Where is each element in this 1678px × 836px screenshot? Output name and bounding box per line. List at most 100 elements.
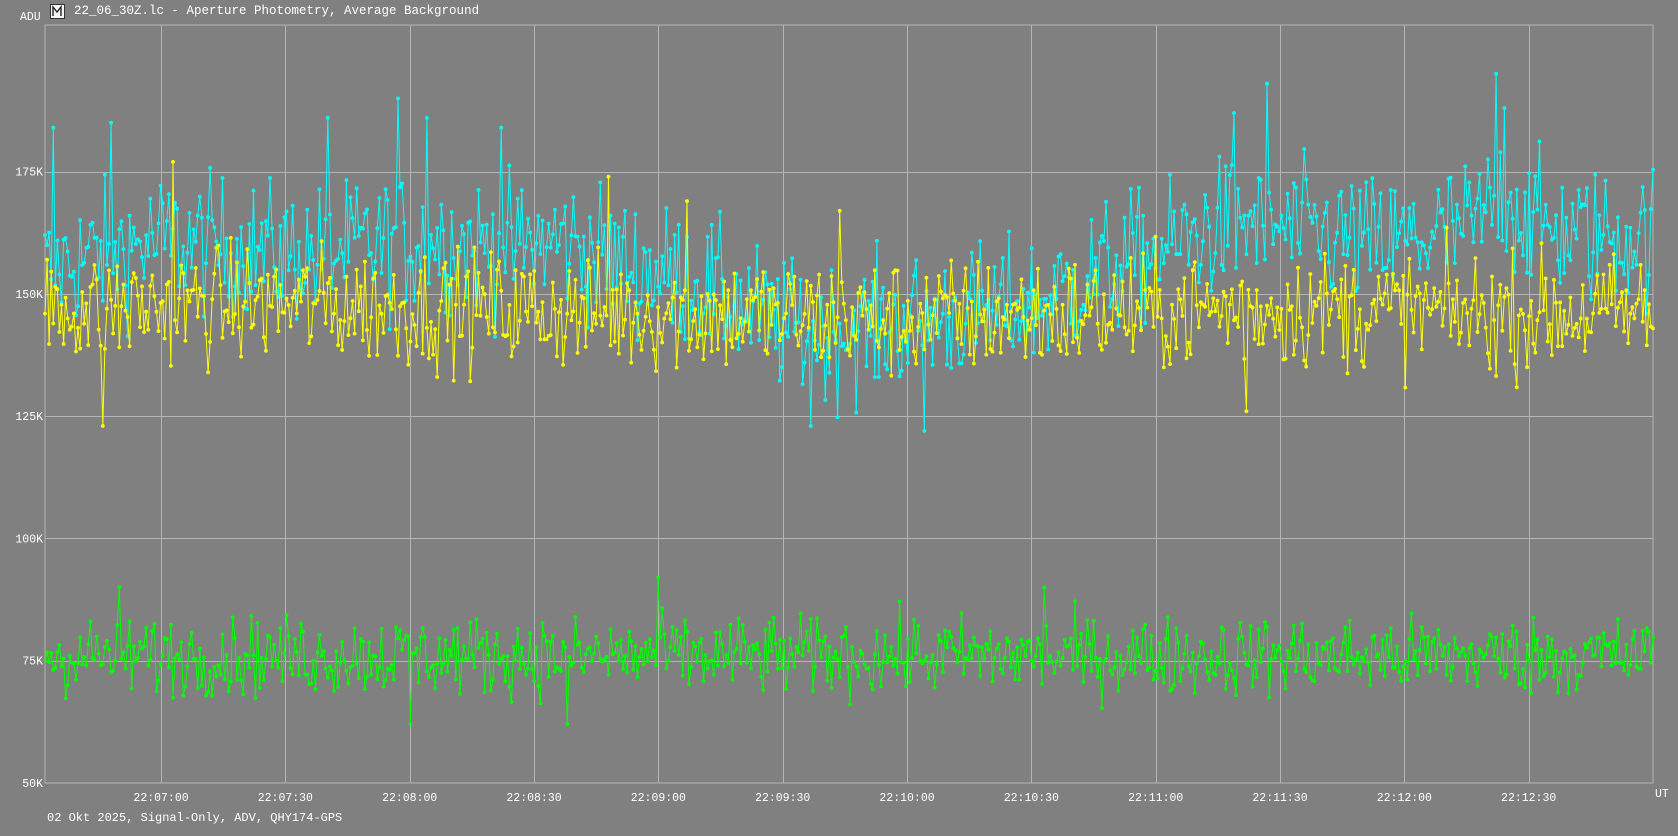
data-point <box>912 618 916 622</box>
data-point <box>433 686 437 690</box>
data-point <box>1161 365 1166 370</box>
data-point <box>1258 304 1263 309</box>
data-point <box>431 246 435 251</box>
data-point <box>1102 239 1106 243</box>
data-point <box>55 287 60 291</box>
series-line <box>44 161 1654 427</box>
data-point <box>1000 671 1005 676</box>
data-point <box>146 254 151 258</box>
data-point <box>586 325 590 330</box>
data-point <box>534 241 539 246</box>
data-point <box>610 288 615 292</box>
data-point <box>1056 343 1061 348</box>
data-point <box>1234 693 1238 697</box>
data-point <box>1180 314 1185 318</box>
data-point <box>1593 172 1598 177</box>
data-point <box>1027 305 1032 310</box>
data-point <box>1622 668 1626 673</box>
data-point <box>1170 302 1174 307</box>
data-point <box>1120 279 1125 284</box>
data-point <box>369 251 373 255</box>
data-point <box>1401 273 1406 278</box>
data-point <box>1304 670 1309 675</box>
data-point <box>435 375 440 379</box>
data-point <box>1128 256 1133 260</box>
data-point <box>1376 652 1381 657</box>
data-point <box>1240 225 1245 230</box>
data-point <box>522 265 526 270</box>
data-point <box>955 660 960 665</box>
data-point <box>210 297 215 302</box>
data-point <box>1062 637 1067 642</box>
data-point <box>410 312 415 316</box>
data-point <box>1209 288 1214 293</box>
data-point <box>777 637 782 642</box>
data-point <box>200 683 204 688</box>
data-point <box>784 686 788 691</box>
data-point <box>1479 650 1484 655</box>
data-point <box>121 247 126 252</box>
data-point <box>1587 274 1591 279</box>
data-point <box>449 210 454 215</box>
data-point <box>1124 264 1129 269</box>
data-point <box>305 207 310 212</box>
data-point <box>208 166 213 170</box>
data-point <box>245 653 250 658</box>
data-point <box>1576 188 1581 192</box>
data-point <box>1135 299 1139 304</box>
data-point <box>1178 297 1183 302</box>
data-point <box>1263 322 1267 327</box>
data-point <box>129 686 134 691</box>
data-point <box>1203 193 1207 197</box>
data-point <box>1283 237 1288 242</box>
data-point <box>602 223 607 228</box>
data-point <box>759 674 764 679</box>
data-point <box>747 645 751 650</box>
data-point <box>94 634 99 639</box>
data-point <box>895 671 900 676</box>
data-point <box>206 370 211 375</box>
data-point <box>288 666 293 671</box>
data-point <box>1054 307 1059 311</box>
data-point <box>868 681 873 686</box>
data-point <box>210 218 215 222</box>
data-point <box>121 282 126 287</box>
data-point <box>802 312 807 316</box>
data-point <box>1419 625 1424 629</box>
data-point <box>1407 206 1412 211</box>
data-point <box>1085 282 1090 287</box>
data-point <box>1419 347 1424 352</box>
data-point <box>629 360 634 365</box>
data-point <box>489 250 493 255</box>
data-point <box>1432 286 1437 290</box>
data-point <box>1642 288 1647 292</box>
data-point <box>1182 652 1187 656</box>
data-point <box>255 621 260 625</box>
data-point <box>261 678 266 683</box>
data-point <box>80 290 85 294</box>
data-point <box>1599 664 1604 669</box>
data-point <box>309 334 314 339</box>
app-logo-icon[interactable] <box>50 4 65 19</box>
data-point <box>1529 299 1534 303</box>
data-point <box>988 347 993 351</box>
series-line <box>44 73 1654 431</box>
data-point <box>1535 207 1540 212</box>
data-point <box>996 642 1001 646</box>
data-point <box>1050 339 1055 343</box>
data-point <box>51 321 56 326</box>
data-point <box>557 310 561 314</box>
data-point <box>784 311 788 316</box>
data-point <box>947 629 951 634</box>
data-point <box>129 248 134 253</box>
data-point <box>1333 240 1337 245</box>
data-point <box>274 289 279 294</box>
data-point <box>243 299 248 304</box>
data-point <box>1207 678 1212 683</box>
data-point <box>823 323 828 328</box>
data-point <box>507 163 512 168</box>
data-point <box>1029 246 1034 251</box>
data-point <box>1380 302 1385 307</box>
data-point <box>247 665 252 670</box>
